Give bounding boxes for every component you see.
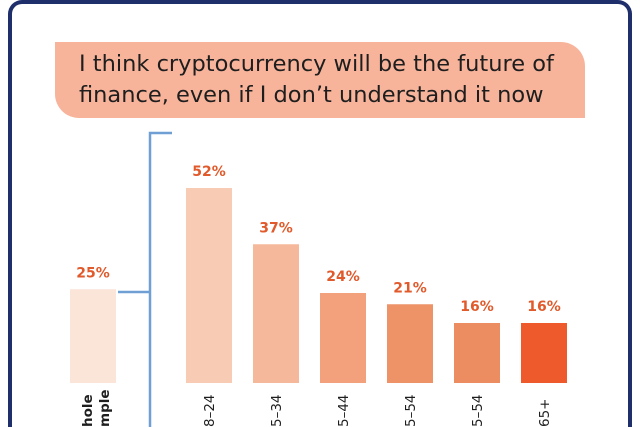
bar-0 [70,289,116,383]
value-label-3: 24% [326,269,360,285]
title-banner: I think cryptocurrency will be the futur… [55,42,585,118]
bar-6 [521,323,567,383]
category-label-2: 5–34 [269,394,285,427]
value-label-1: 52% [192,164,226,180]
chart-title: I think cryptocurrency will be the futur… [79,51,554,108]
value-label-2: 37% [259,220,293,236]
bar-2 [253,244,299,383]
chart-frame [8,0,632,427]
value-label-0: 25% [76,265,110,281]
category-label-0: holemple [80,389,113,427]
bar-3 [320,293,366,383]
bar-5 [454,323,500,383]
bracket [148,131,172,427]
category-label-6: 65+ [537,399,553,427]
value-label-4: 21% [393,280,427,296]
category-label-3: 5–44 [336,394,352,427]
bar-1 [186,188,232,383]
category-label-1: 8–24 [202,394,218,427]
bar-4 [387,304,433,383]
category-label-5: 5–54 [470,394,486,427]
value-label-5: 16% [460,299,494,315]
value-label-6: 16% [527,299,561,315]
category-label-4: 5–54 [403,394,419,427]
